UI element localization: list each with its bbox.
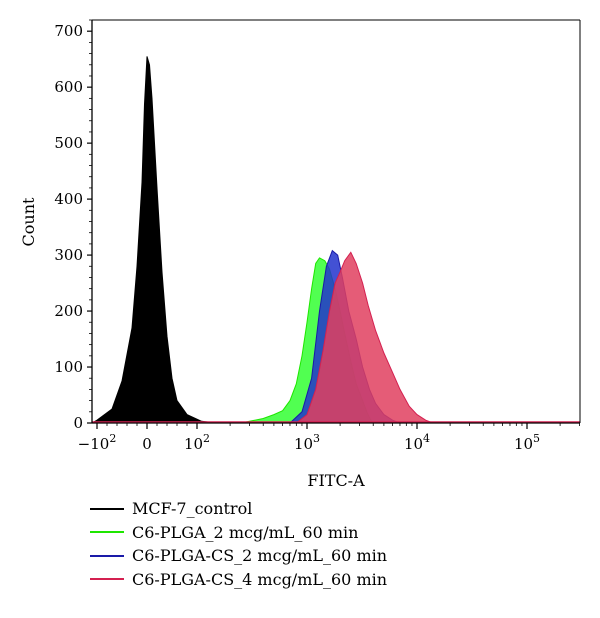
legend-label: C6-PLGA_2 mcg/mL_60 min bbox=[132, 522, 359, 542]
x-tick-label: −102 bbox=[78, 432, 117, 453]
y-axis-label: Count bbox=[19, 197, 38, 246]
histogram-series-layer bbox=[90, 56, 580, 424]
legend-swatch bbox=[90, 507, 124, 510]
y-tick-label: 0 bbox=[73, 414, 83, 432]
x-tick-label: 104 bbox=[404, 432, 430, 453]
legend-label: C6-PLGA-CS_2 mcg/mL_60 min bbox=[132, 546, 388, 566]
legend-item: C6-PLGA-CS_2 mcg/mL_60 min bbox=[90, 544, 387, 568]
legend-swatch bbox=[90, 554, 124, 557]
y-tick-label: 100 bbox=[54, 358, 83, 376]
y-tick-label: 700 bbox=[54, 22, 83, 40]
y-tick-label: 500 bbox=[54, 134, 83, 152]
legend-label: MCF-7_control bbox=[132, 499, 253, 519]
series-area-1 bbox=[90, 56, 217, 424]
x-tick-label: 105 bbox=[514, 432, 540, 453]
legend-item: C6-PLGA-CS_4 mcg/mL_60 min bbox=[90, 568, 387, 592]
legend-item: C6-PLGA_2 mcg/mL_60 min bbox=[90, 521, 387, 545]
legend-label: C6-PLGA-CS_4 mcg/mL_60 min bbox=[132, 569, 388, 589]
y-tick-label: 200 bbox=[54, 302, 83, 320]
y-tick-label: 600 bbox=[54, 78, 83, 96]
x-tick-label: 0 bbox=[142, 435, 152, 453]
x-tick-label: 103 bbox=[294, 432, 320, 453]
y-tick-label: 400 bbox=[54, 190, 83, 208]
x-ticks: −102 0 102 103 104 105 bbox=[78, 423, 580, 453]
y-tick-label: 300 bbox=[54, 246, 83, 264]
legend: MCF-7_control C6-PLGA_2 mcg/mL_60 min C6-P… bbox=[90, 497, 387, 591]
x-axis-label: FITC-A bbox=[307, 471, 365, 490]
x-tick-label: 102 bbox=[184, 432, 210, 453]
series-area-4 bbox=[294, 251, 434, 424]
legend-swatch bbox=[90, 578, 124, 581]
y-ticks: 0 100 200 300 400 500 600 700 bbox=[54, 19, 92, 432]
legend-item: MCF-7_control bbox=[90, 497, 387, 521]
legend-swatch bbox=[90, 531, 124, 534]
